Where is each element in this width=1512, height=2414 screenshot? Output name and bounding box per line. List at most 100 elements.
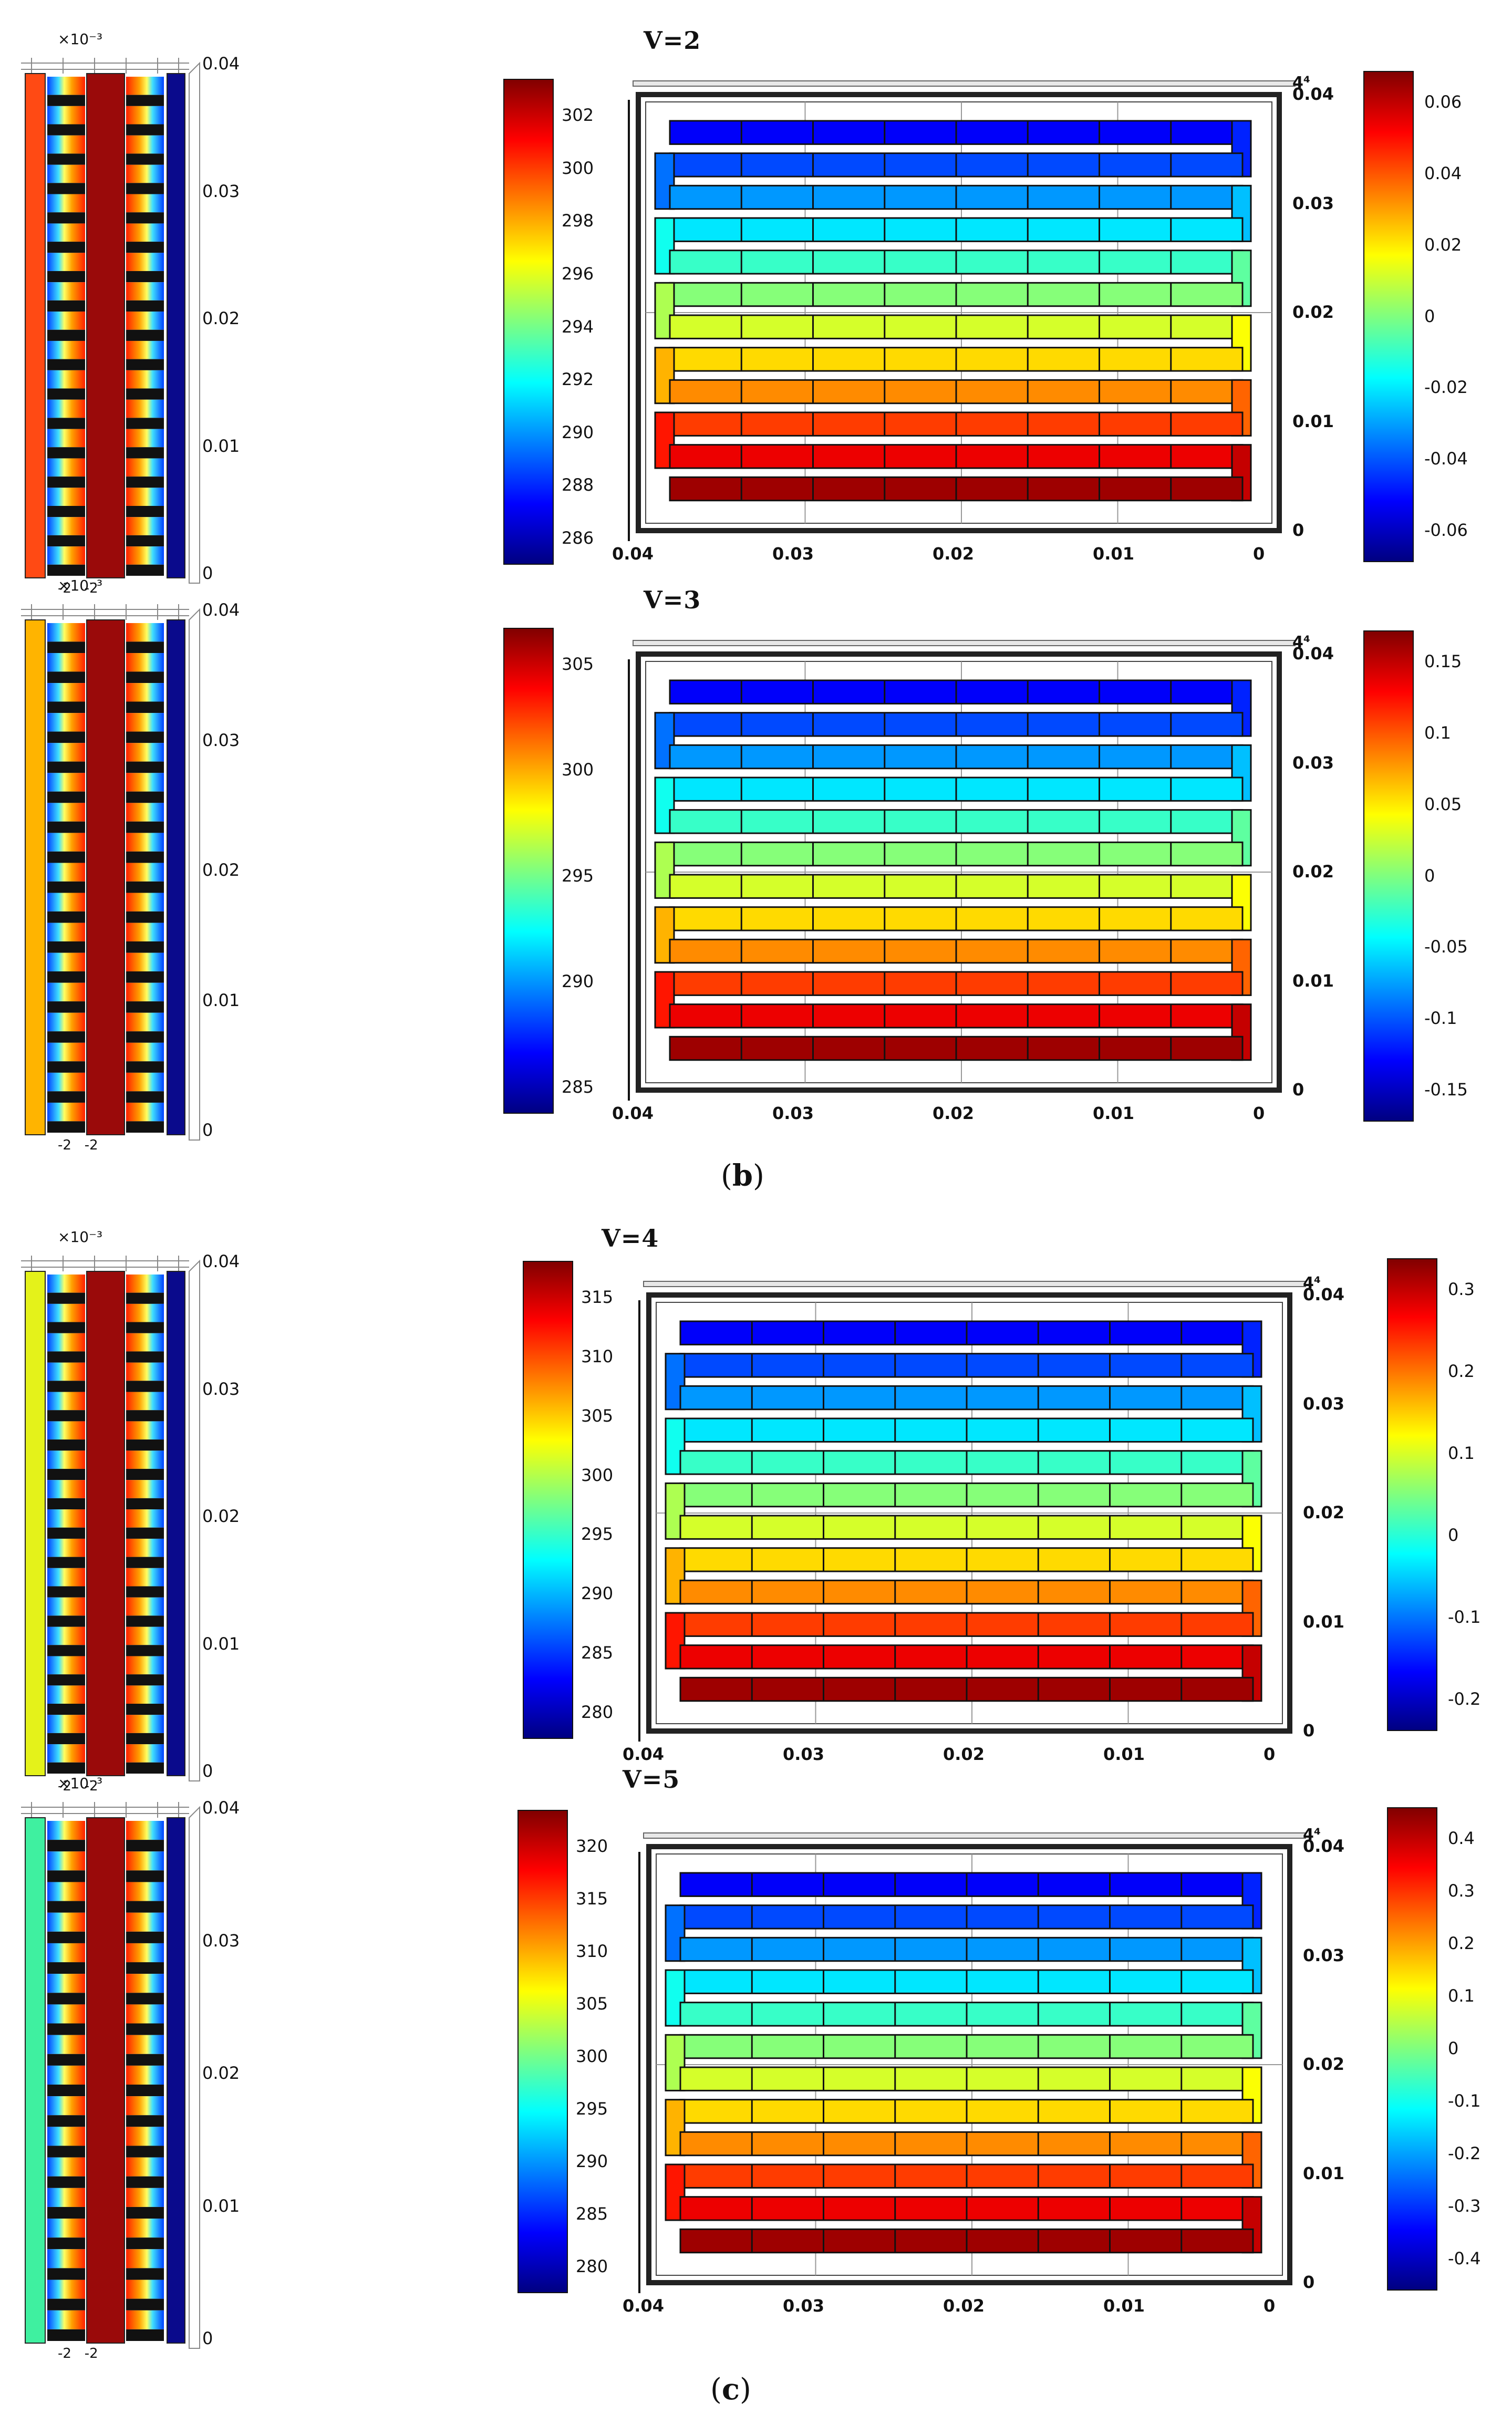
temperature-tick: 295 [581, 1524, 614, 1545]
side-section-view [21, 604, 200, 1141]
side-scale-label: ×10⁻³ [58, 30, 103, 48]
plot-y-tick: 0.04 [1292, 84, 1334, 104]
caption-c: (c) [710, 2372, 751, 2407]
corner-label: 4⁴ [1303, 1826, 1321, 1844]
plot-y-tick: 0.03 [1303, 1945, 1344, 1965]
temperature-tick: 305 [576, 1994, 608, 2014]
potential-tick: -0.15 [1424, 1080, 1468, 1100]
plot-x-tick: 0.02 [933, 544, 974, 564]
temperature-tick: 295 [562, 865, 594, 886]
side-bottom-label: -2 -2 [58, 581, 98, 596]
temperature-tick: 300 [576, 2046, 608, 2066]
side-core [86, 1271, 125, 1776]
potential-tick: 0.1 [1448, 1986, 1475, 2006]
plot-y-tick: 0 [1292, 1080, 1304, 1100]
plot-x-tick: 0 [1253, 544, 1265, 564]
plot-x-tick: 0.04 [623, 1744, 664, 1764]
side-bar-inner [167, 1271, 185, 1776]
plot-y-tick: 0.02 [1303, 1503, 1344, 1522]
side-bottom-label: -2 -2 [58, 1137, 98, 1153]
potential-tick: -0.3 [1448, 2196, 1481, 2216]
plot-x-tick: 0.03 [783, 2296, 824, 2316]
potential-tick: -0.1 [1448, 2091, 1481, 2111]
current-distribution-plot [628, 640, 1296, 1101]
potential-tick: 0.4 [1448, 1828, 1475, 1848]
temperature-tick: 290 [576, 2151, 608, 2171]
plot-y-tick: 0 [1292, 520, 1304, 540]
temperature-tick: 310 [581, 1346, 614, 1366]
temperature-tick: 285 [562, 1077, 594, 1097]
temperature-tick: 294 [562, 316, 594, 337]
plot-x-tick: 0.01 [1093, 1103, 1134, 1123]
plot-y-tick: 0.04 [1303, 1836, 1344, 1856]
side-axis-tick: 0.04 [202, 1798, 240, 1818]
plot-x-tick: 0.02 [943, 1744, 985, 1764]
temperature-tick: 315 [576, 1889, 608, 1909]
potential-tick: 0 [1448, 1525, 1459, 1545]
temperature-tick: 296 [562, 263, 594, 284]
plot-x-tick: 0 [1253, 1103, 1265, 1123]
temperature-tick: 300 [562, 760, 594, 780]
temperature-tick: 295 [576, 2099, 608, 2119]
caption-b: (b) [721, 1158, 764, 1193]
plot-x-tick: 0.01 [1103, 2296, 1145, 2316]
temperature-tick: 302 [562, 105, 594, 125]
plot-y-tick: 0 [1303, 2272, 1315, 2292]
plot-y-tick: 0.03 [1292, 752, 1334, 773]
side-bar-outer [25, 73, 46, 578]
temperature-tick: 298 [562, 211, 594, 231]
side-bar-inner [167, 73, 185, 578]
plot-y-tick: 0.01 [1303, 1611, 1344, 1632]
side-axis-tick: 0.01 [202, 436, 240, 456]
plot-y-tick: 0.01 [1292, 970, 1334, 991]
plot-x-tick: 0.04 [612, 544, 654, 564]
side-section-view [21, 1802, 200, 2349]
potential-tick: 0.2 [1448, 1361, 1475, 1381]
side-scale-label: ×10⁻³ [58, 1228, 103, 1246]
temperature-tick: 305 [562, 654, 594, 674]
temperature-tick: 305 [581, 1405, 614, 1426]
potential-tick: 0 [1424, 306, 1435, 326]
side-axis-tick: 0 [202, 563, 213, 583]
plot-x-tick: 0.03 [772, 1103, 814, 1123]
temperature-tick: 310 [576, 1941, 608, 1961]
temperature-tick: 290 [581, 1583, 614, 1604]
plot-y-tick: 0.03 [1303, 1393, 1344, 1414]
temperature-colorbar [503, 79, 554, 565]
plot-y-tick: 0 [1303, 1721, 1315, 1740]
side-axis-tick: 0.02 [202, 308, 240, 328]
potential-colorbar [1363, 630, 1414, 1122]
current-distribution-plot [628, 80, 1296, 541]
plot-x-tick: 0.02 [943, 2296, 985, 2316]
temperature-tick: 290 [562, 422, 594, 442]
side-bar-outer [25, 1271, 46, 1776]
temperature-tick: 290 [562, 971, 594, 991]
potential-tick: -0.2 [1448, 2143, 1481, 2163]
plot-y-tick: 0.04 [1303, 1284, 1344, 1304]
side-section-view [21, 1256, 200, 1781]
potential-tick: 0.06 [1424, 92, 1462, 112]
plot-x-tick: 0.04 [623, 2296, 664, 2316]
plot-x-tick: 0.01 [1103, 1744, 1145, 1764]
potential-colorbar [1363, 71, 1414, 562]
current-distribution-plot [638, 1281, 1306, 1742]
side-axis-tick: 0.02 [202, 860, 240, 880]
plot-x-tick: 0.03 [772, 544, 814, 564]
side-axis-tick: 0.03 [202, 1930, 240, 1951]
temperature-tick: 300 [562, 158, 594, 178]
plot-x-tick: 0.03 [783, 1744, 824, 1764]
temperature-tick: 286 [562, 528, 594, 548]
side-axis-tick: 0 [202, 2328, 213, 2348]
side-axis-tick: 0.02 [202, 1506, 240, 1526]
side-axis-tick: 0 [202, 1120, 213, 1140]
potential-tick: 0 [1424, 865, 1435, 886]
plot-y-tick: 0.02 [1292, 862, 1334, 882]
potential-tick: -0.1 [1424, 1008, 1457, 1029]
panel-title: V=5 [623, 1765, 680, 1794]
potential-tick: 0.1 [1448, 1443, 1475, 1463]
temperature-tick: 288 [562, 475, 594, 495]
panel-title: V=2 [644, 26, 701, 55]
potential-tick: -0.4 [1448, 2249, 1481, 2268]
temperature-tick: 285 [576, 2204, 608, 2224]
side-axis-tick: 0.04 [202, 54, 240, 74]
